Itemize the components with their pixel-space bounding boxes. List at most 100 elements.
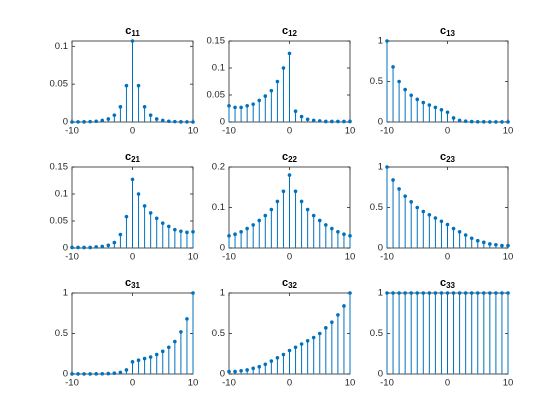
stem-marker — [245, 104, 249, 108]
stem-marker — [124, 214, 129, 219]
stem-marker — [463, 291, 468, 295]
subplot-title: c21 — [125, 151, 141, 164]
stem-marker — [500, 120, 504, 124]
stem-marker — [475, 291, 480, 295]
y-tick-label: 0 — [378, 243, 383, 254]
stem-marker — [154, 352, 159, 357]
stem-marker — [415, 97, 420, 102]
stem-marker — [475, 119, 480, 124]
title-base: c — [125, 151, 131, 163]
stem-marker — [185, 120, 189, 124]
x-tick-label: 0 — [287, 378, 292, 389]
stem-marker — [469, 236, 474, 241]
y-tick-label: 1 — [378, 162, 383, 173]
x-tick-label: 10 — [503, 126, 514, 137]
subplot-title: c11 — [125, 25, 140, 38]
y-tick-label: 0.15 — [50, 162, 69, 173]
stem-marker — [257, 364, 262, 369]
stem-marker — [130, 360, 135, 364]
y-tick-label: 0 — [378, 117, 383, 128]
stem-marker — [305, 338, 310, 343]
y-tick-label: 0 — [220, 243, 225, 254]
stem-marker — [305, 117, 310, 122]
stem-marker — [142, 105, 147, 109]
stem-marker — [173, 119, 177, 124]
stem-marker — [88, 372, 92, 376]
stem-marker — [463, 233, 468, 237]
x-tick-label: -10 — [222, 252, 236, 263]
x-tick-label: -10 — [65, 126, 79, 137]
stem-marker — [100, 371, 105, 376]
stem-marker — [173, 227, 177, 232]
x-tick-label: 0 — [445, 378, 450, 389]
stem-marker — [160, 118, 165, 123]
stem-marker — [239, 368, 243, 373]
title-subscript: 23 — [446, 155, 455, 164]
stem-marker — [257, 98, 262, 103]
stem-marker — [391, 291, 395, 295]
stem-marker — [167, 345, 171, 350]
stem-marker — [451, 116, 456, 120]
stem-marker — [409, 291, 414, 295]
y-tick-label: 0.1 — [212, 202, 225, 213]
stem-marker — [415, 205, 420, 210]
stem-marker — [88, 119, 92, 124]
subplot-title: c32 — [282, 277, 298, 290]
stem-marker — [409, 93, 414, 98]
stem-marker — [299, 342, 304, 346]
x-tick-label: 0 — [445, 126, 450, 137]
title-subscript: 33 — [446, 281, 455, 290]
x-tick-label: 10 — [503, 252, 514, 263]
stem-marker — [257, 218, 262, 223]
stem-marker — [118, 370, 123, 375]
title-base: c — [282, 25, 288, 37]
stem-marker — [293, 109, 298, 113]
stem-marker — [154, 216, 159, 221]
stem-marker — [191, 230, 195, 234]
stem-marker — [391, 65, 395, 69]
stem-marker — [385, 291, 389, 295]
stem-marker — [269, 359, 274, 363]
stem-marker — [263, 213, 268, 218]
stem-marker — [185, 230, 189, 235]
stem-marker — [324, 119, 328, 124]
stem-marker — [427, 291, 432, 295]
y-tick-label: 0.5 — [370, 328, 383, 339]
x-tick-label: -10 — [380, 252, 394, 263]
stem-marker — [112, 240, 117, 245]
stem-marker — [136, 83, 141, 88]
stem-marker — [311, 118, 316, 123]
x-tick-label: 0 — [287, 126, 292, 137]
stem-marker — [421, 100, 426, 105]
x-tick-label: -10 — [380, 378, 394, 389]
stem-marker — [299, 114, 304, 119]
title-subscript: 21 — [131, 155, 140, 164]
stem-marker — [317, 331, 322, 336]
y-tick-label: 0 — [63, 117, 68, 128]
y-tick-label: 1 — [378, 288, 383, 299]
stem-marker — [469, 119, 474, 124]
stem-marker — [488, 120, 492, 124]
y-tick-label: 1 — [220, 288, 225, 299]
stem-marker — [94, 245, 98, 249]
stem-marker — [154, 117, 159, 121]
stem-marker — [457, 230, 462, 234]
stem-marker — [281, 66, 286, 70]
stem-marker — [106, 243, 111, 248]
x-tick-label: -10 — [380, 126, 394, 137]
stem-marker — [227, 234, 231, 238]
y-tick-label: 0.5 — [55, 328, 68, 339]
stem-marker — [118, 232, 123, 237]
subplot-title: c22 — [282, 151, 298, 164]
stem-marker — [251, 223, 255, 227]
stem-marker — [348, 234, 352, 238]
stem-marker — [124, 83, 129, 88]
stem-marker — [179, 229, 183, 234]
stem-marker — [148, 355, 153, 359]
stem-marker — [385, 39, 389, 43]
stem-marker — [191, 120, 195, 124]
stem-marker — [112, 371, 117, 375]
